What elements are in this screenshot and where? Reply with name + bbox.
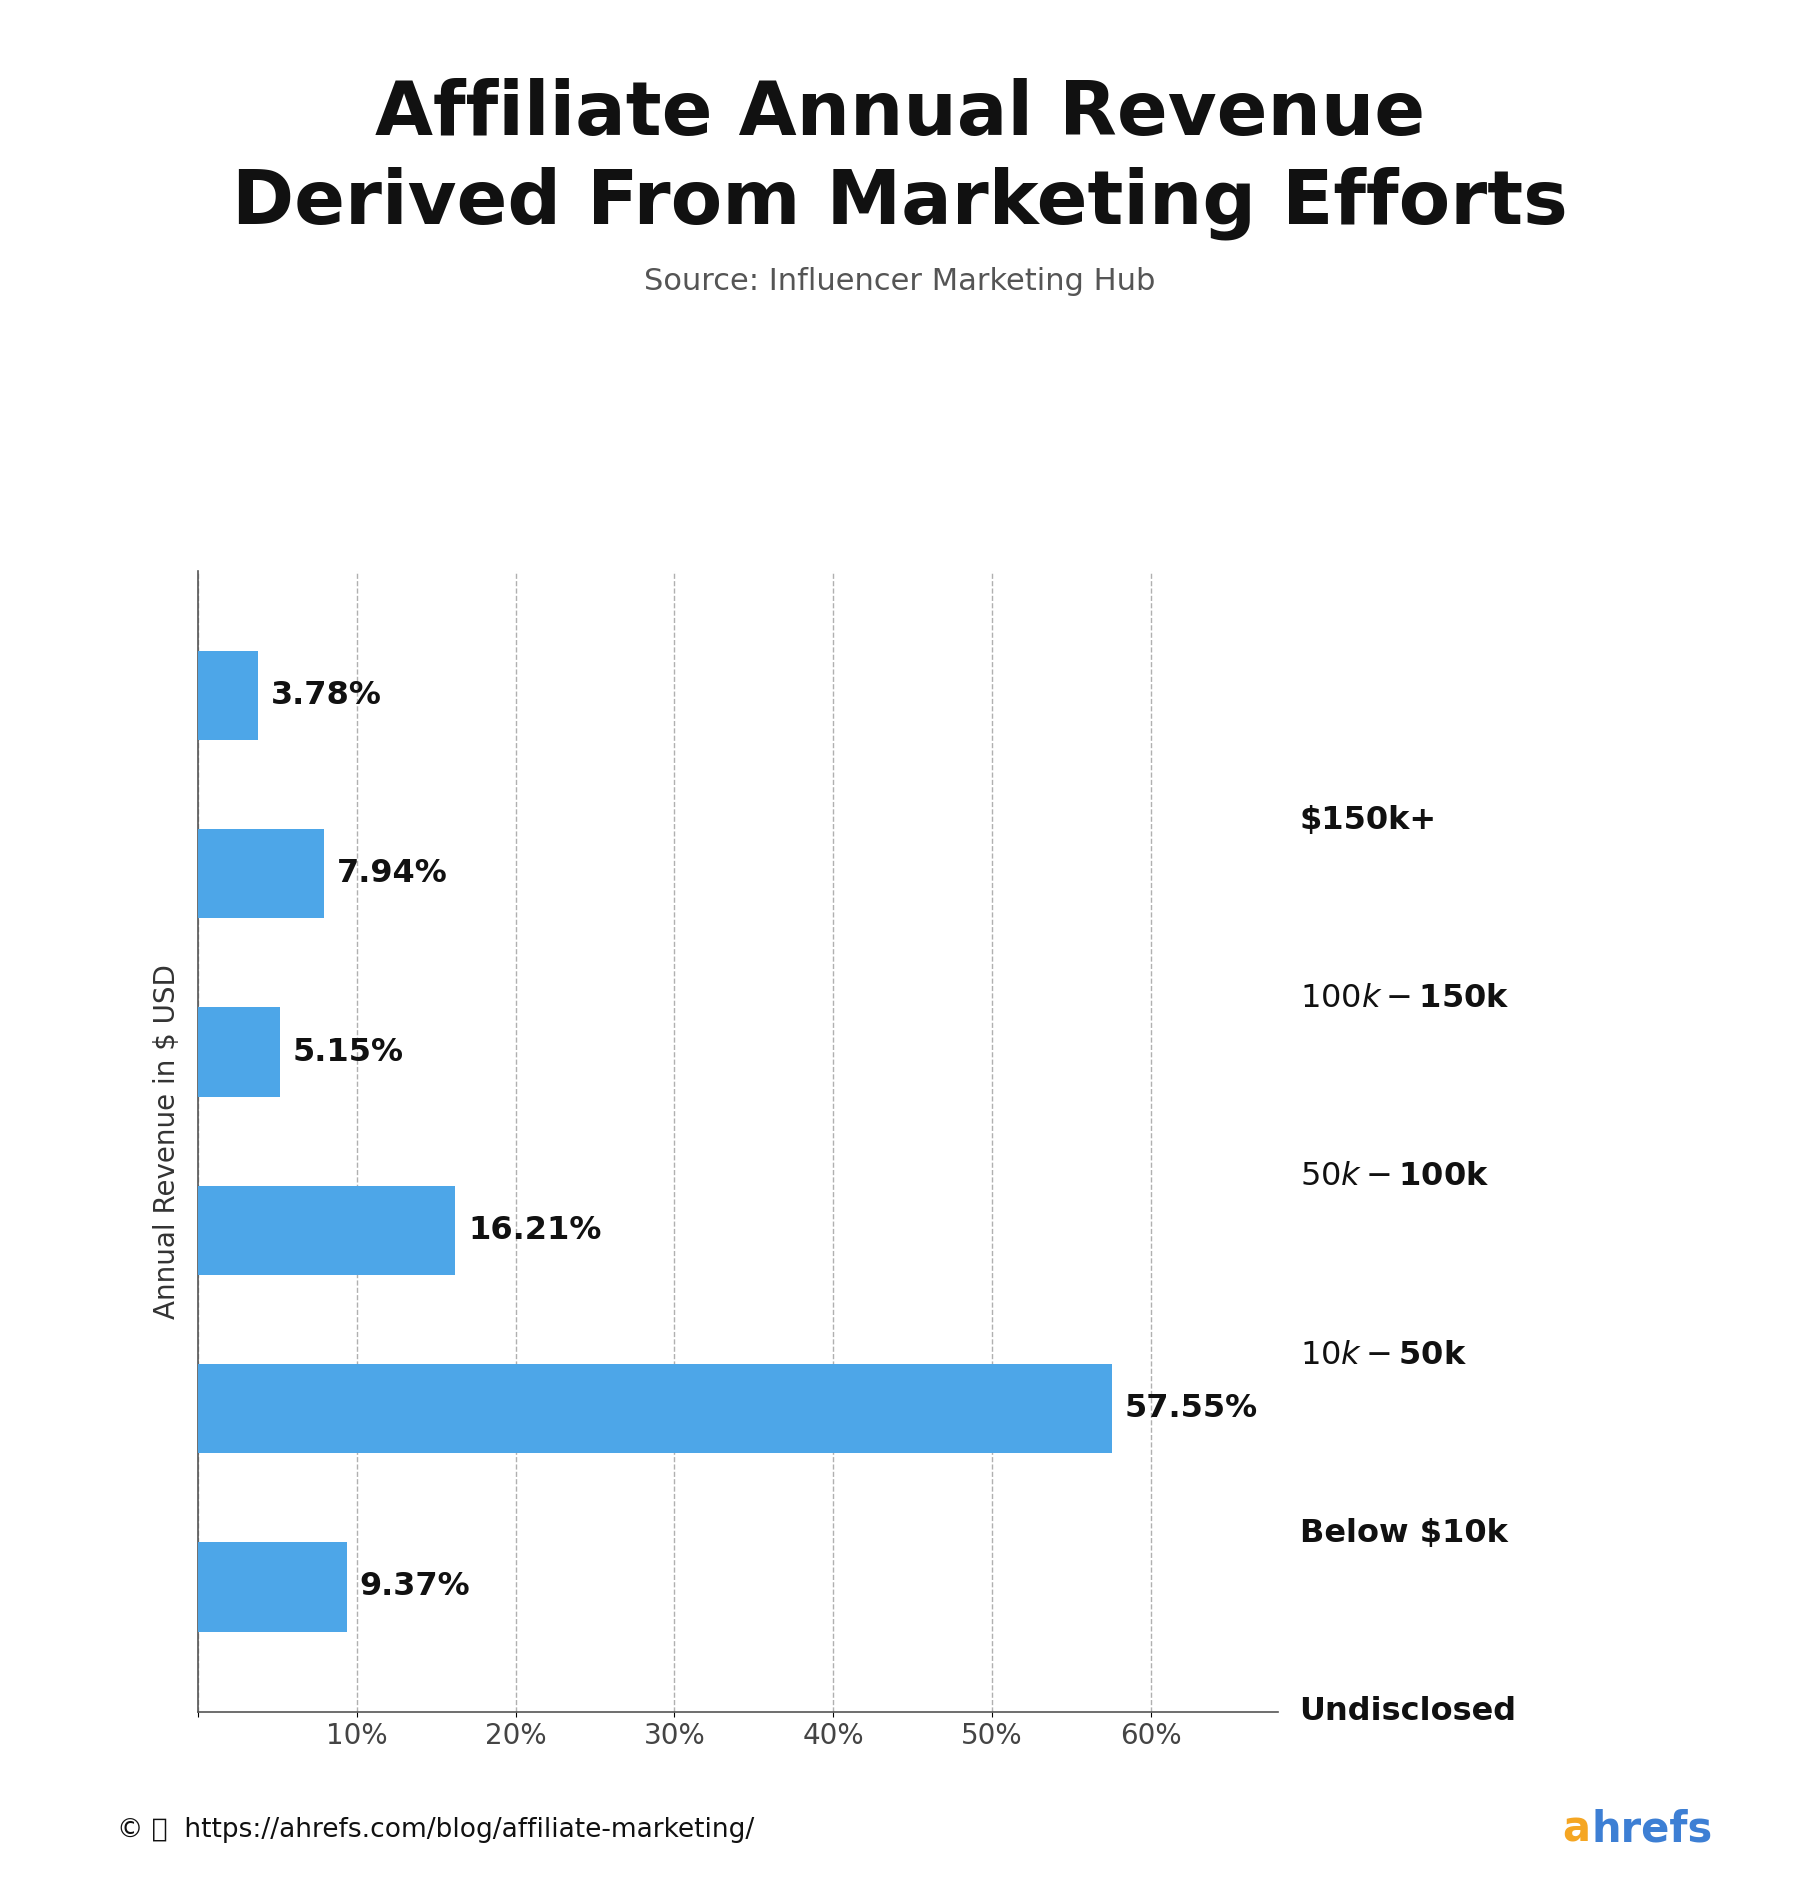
Text: 16.21%: 16.21%: [468, 1215, 601, 1246]
Text: 3.78%: 3.78%: [270, 679, 382, 711]
Text: Undisclosed: Undisclosed: [1300, 1697, 1517, 1727]
Text: Below $10k: Below $10k: [1300, 1518, 1507, 1548]
Y-axis label: Annual Revenue in $ USD: Annual Revenue in $ USD: [153, 964, 182, 1318]
Text: $10k-$50k: $10k-$50k: [1300, 1339, 1467, 1371]
Text: $100k-$150k: $100k-$150k: [1300, 983, 1508, 1014]
Text: a: a: [1562, 1809, 1591, 1851]
Bar: [198, 1364, 1112, 1453]
Bar: [198, 829, 324, 919]
Bar: [198, 1543, 347, 1632]
Text: 57.55%: 57.55%: [1125, 1392, 1258, 1425]
Text: 9.37%: 9.37%: [360, 1571, 470, 1603]
Bar: [198, 1008, 279, 1097]
Text: Affiliate Annual Revenue: Affiliate Annual Revenue: [374, 78, 1426, 150]
Bar: [198, 1185, 455, 1274]
Text: Derived From Marketing Efforts: Derived From Marketing Efforts: [232, 167, 1568, 240]
Text: 5.15%: 5.15%: [292, 1037, 403, 1067]
Text: $150k+: $150k+: [1300, 805, 1436, 835]
Text: $50k-$100k: $50k-$100k: [1300, 1162, 1489, 1193]
Bar: [198, 650, 257, 740]
Text: © ⓘ  https://ahrefs.com/blog/affiliate-marketing/: © ⓘ https://ahrefs.com/blog/affiliate-ma…: [117, 1816, 754, 1843]
Text: Source: Influencer Marketing Hub: Source: Influencer Marketing Hub: [644, 266, 1156, 297]
Text: 7.94%: 7.94%: [337, 858, 448, 890]
Text: hrefs: hrefs: [1591, 1809, 1712, 1851]
